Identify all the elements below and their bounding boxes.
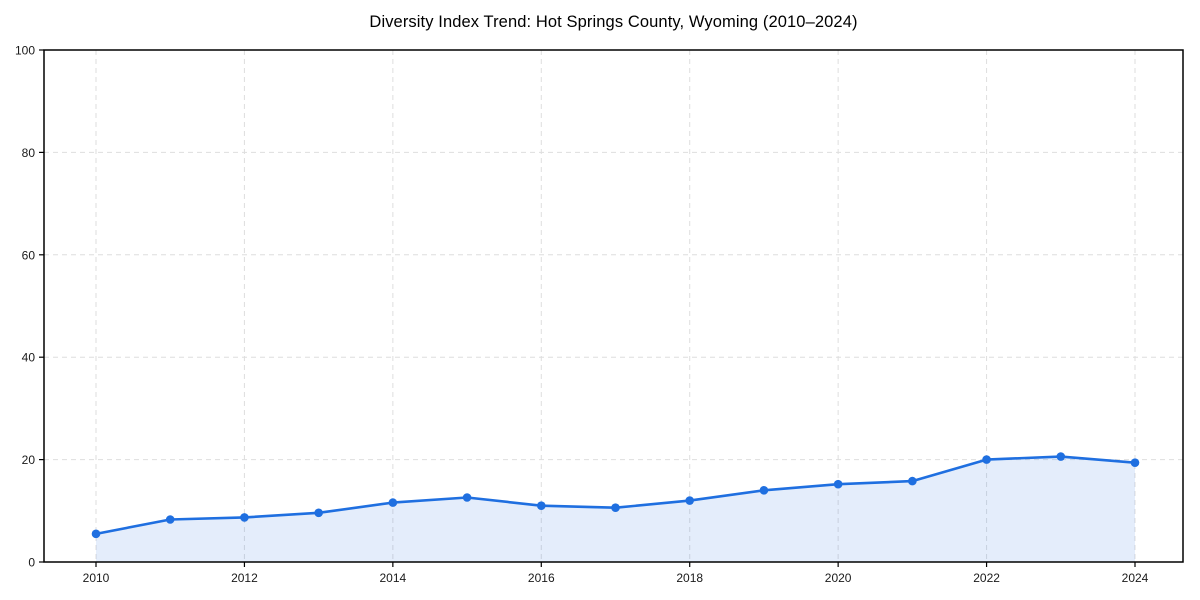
data-point-2015 (462, 493, 472, 502)
data-point-2014 (388, 498, 398, 507)
data-point-2010 (91, 529, 101, 539)
x-tick-label-2012: 2012 (231, 571, 258, 585)
data-point-2016 (536, 501, 546, 510)
data-point-2012 (240, 513, 249, 522)
y-tick-label-40: 40 (22, 351, 36, 365)
data-point-2013 (314, 508, 323, 518)
y-tick-label-0: 0 (28, 556, 35, 570)
x-tick-label-2014: 2014 (380, 571, 407, 585)
x-tick-label-2022: 2022 (973, 571, 1000, 585)
x-tick-label-2010: 2010 (83, 571, 110, 585)
data-point-2024 (1130, 458, 1140, 467)
data-point-2020 (833, 479, 843, 489)
x-tick-label-2018: 2018 (676, 571, 703, 585)
data-point-2017 (611, 503, 620, 513)
data-point-2023 (1056, 452, 1066, 461)
y-tick-label-20: 20 (22, 453, 36, 467)
data-point-2018 (685, 496, 695, 505)
x-tick-label-2020: 2020 (825, 571, 852, 585)
data-point-2022 (982, 455, 991, 464)
data-point-2011 (165, 515, 175, 524)
y-tick-label-60: 60 (22, 248, 36, 262)
y-tick-label-80: 80 (22, 146, 36, 160)
data-point-2019 (759, 486, 769, 495)
x-tick-label-2016: 2016 (528, 571, 555, 585)
x-tick-label-2024: 2024 (1122, 571, 1149, 585)
plot-border (43, 49, 1184, 563)
chart-title: Diversity Index Trend: Hot Springs Count… (369, 13, 858, 31)
data-point-2021 (908, 476, 917, 486)
y-tick-label-100: 100 (15, 44, 35, 58)
